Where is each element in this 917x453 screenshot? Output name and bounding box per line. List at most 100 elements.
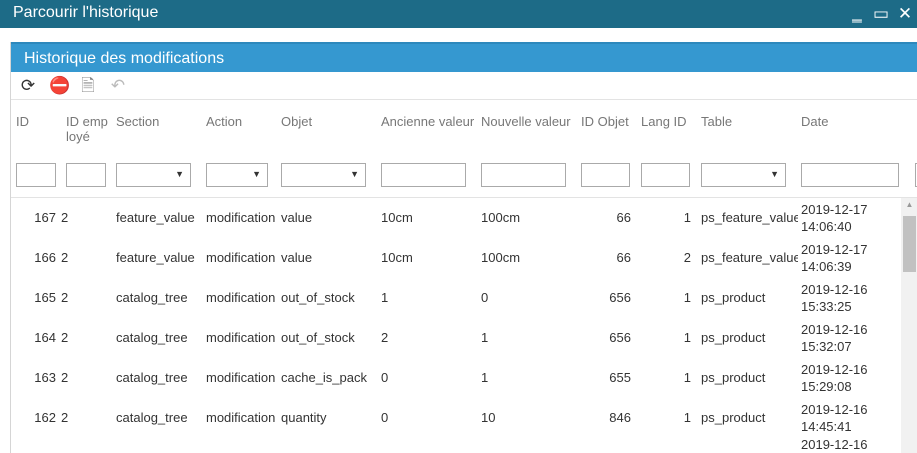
- cell-id: 163: [34, 370, 56, 385]
- cell-date: 2019-12-16 14:45:41: [801, 402, 868, 434]
- cell-new: 1: [481, 370, 489, 385]
- table-body: 167 2 feature_value modification value 10cm 10…: [11, 198, 901, 453]
- undo-icon[interactable]: ↶: [110, 75, 126, 95]
- cell-objet: [281, 438, 378, 452]
- table-row[interactable]: 163 2 catalog_tree modification cache_is_pac…: [11, 358, 901, 398]
- vertical-scrollbar[interactable]: ▲: [901, 198, 917, 453]
- filter-date-input[interactable]: [801, 163, 899, 187]
- table-row[interactable]: 162 2 catalog_tree modification quantity 0 10 8…: [11, 398, 901, 438]
- cell-action: modification: [206, 370, 276, 385]
- filter-action-select[interactable]: [206, 163, 268, 187]
- cell-date: 2019-12-16: [801, 438, 868, 452]
- cell-date: 2019-12-16 15:32:07: [801, 322, 868, 354]
- cell-id: 162: [34, 410, 56, 425]
- cell-action: modification: [206, 410, 276, 425]
- cell-emp: 2: [61, 290, 69, 305]
- window-title: Parcourir l'historique: [13, 4, 159, 21]
- cell-id: 166: [34, 250, 56, 265]
- cell-old: 10cm: [381, 250, 413, 265]
- cell-idobj: [581, 438, 631, 452]
- cell-objet: quantity: [281, 410, 327, 425]
- filter-table-select[interactable]: [701, 163, 786, 187]
- cell-lang: 1: [683, 290, 691, 305]
- cell-id: 164: [34, 330, 56, 345]
- scrollbar-thumb[interactable]: [903, 216, 916, 272]
- cell-idobj: 656: [609, 290, 631, 305]
- cell-date: 2019-12-17 14:06:39: [801, 242, 868, 274]
- window-titlebar: Parcourir l'historique ‗ ▭ ✕: [0, 0, 917, 28]
- cell-old: [381, 438, 476, 452]
- cell-id: 165: [34, 290, 56, 305]
- cell-table: ps_feature_value: [701, 250, 798, 265]
- cell-old: 1: [381, 290, 389, 305]
- table-row[interactable]: 165 2 catalog_tree modification out_of_stock…: [11, 278, 901, 318]
- filter-new-input[interactable]: [481, 163, 566, 187]
- cell-objet: cache_is_pack: [281, 370, 367, 385]
- filter-old-input[interactable]: [381, 163, 466, 187]
- cell-emp: [61, 438, 101, 452]
- column-header-objet[interactable]: Objet: [281, 114, 313, 129]
- cell-old: 10cm: [381, 210, 413, 225]
- table-row[interactable]: 164 2 catalog_tree modification out_of_stock…: [11, 318, 901, 358]
- cell-new: 100cm: [481, 250, 521, 265]
- cell-action: modification: [206, 250, 276, 265]
- filter-idobj-input[interactable]: [581, 163, 630, 187]
- cell-emp: 2: [61, 330, 69, 345]
- refresh-icon[interactable]: ⟳: [20, 75, 36, 95]
- filter-extra-input[interactable]: [915, 163, 917, 187]
- cell-objet: out_of_stock: [281, 290, 355, 305]
- cell-section: catalog_tree: [116, 370, 188, 385]
- cell-section: [116, 438, 204, 452]
- column-header-date[interactable]: Date: [801, 114, 829, 129]
- cell-section: catalog_tree: [116, 330, 188, 345]
- close-icon[interactable]: ✕: [897, 4, 913, 23]
- toolbar: ⟳ ⛔ 🗎 ↶: [11, 72, 917, 100]
- cell-action: modification: [206, 290, 276, 305]
- cell-id: [16, 438, 56, 452]
- cell-table: [701, 438, 798, 452]
- table-row[interactable]: 167 2 feature_value modification value 10cm 10…: [11, 198, 901, 238]
- cell-new: 1: [481, 330, 489, 345]
- column-header-section[interactable]: Section: [116, 114, 160, 129]
- cell-id: 167: [34, 210, 56, 225]
- minimize-icon[interactable]: ‗: [852, 4, 862, 23]
- table-row[interactable]: 2019-12-16: [11, 438, 901, 453]
- filter-section-select[interactable]: [116, 163, 191, 187]
- cell-emp: 2: [61, 410, 69, 425]
- column-header-new[interactable]: Nouvelle valeur: [481, 114, 571, 129]
- column-header-id[interactable]: ID: [16, 114, 29, 129]
- cell-table: ps_feature_value: [701, 210, 798, 225]
- scroll-up-icon[interactable]: ▲: [905, 200, 914, 209]
- filter-emp-input[interactable]: [66, 163, 106, 187]
- column-header-idobj[interactable]: ID Objet: [581, 114, 629, 129]
- remove-icon[interactable]: ⛔: [49, 75, 71, 95]
- cell-section: catalog_tree: [116, 290, 188, 305]
- cell-idobj: 846: [609, 410, 631, 425]
- cell-lang: 2: [683, 250, 691, 265]
- cell-table: ps_product: [701, 290, 766, 305]
- cell-new: 10: [481, 410, 496, 425]
- table-row[interactable]: 166 2 feature_value modification value 10cm 10…: [11, 238, 901, 278]
- history-panel: Historique des modifications ⟳ ⛔ 🗎 ↶ ID ID e…: [10, 42, 917, 453]
- cell-idobj: 656: [609, 330, 631, 345]
- column-header-emp[interactable]: ID employé: [66, 114, 108, 144]
- maximize-icon[interactable]: ▭: [873, 4, 890, 23]
- cell-action: modification: [206, 330, 276, 345]
- table-header: ID ID employé Section Action Objet Ancienne v…: [11, 100, 917, 198]
- cell-objet: value: [281, 250, 313, 265]
- csv-export-icon[interactable]: 🗎: [81, 75, 95, 95]
- filter-lang-input[interactable]: [641, 163, 690, 187]
- cell-idobj: 655: [609, 370, 631, 385]
- column-header-table[interactable]: Table: [701, 114, 733, 129]
- column-header-action[interactable]: Action: [206, 114, 243, 129]
- column-header-lang[interactable]: Lang ID: [641, 114, 687, 129]
- cell-objet: value: [281, 210, 313, 225]
- filter-id-input[interactable]: [16, 163, 56, 187]
- cell-table: ps_product: [701, 410, 766, 425]
- filter-objet-select[interactable]: [281, 163, 366, 187]
- column-header-old[interactable]: Ancienne valeur: [381, 114, 475, 129]
- cell-idobj: 66: [616, 210, 631, 225]
- cell-old: 0: [381, 410, 389, 425]
- cell-date: 2019-12-16 15:29:08: [801, 362, 868, 394]
- cell-emp: 2: [61, 370, 69, 385]
